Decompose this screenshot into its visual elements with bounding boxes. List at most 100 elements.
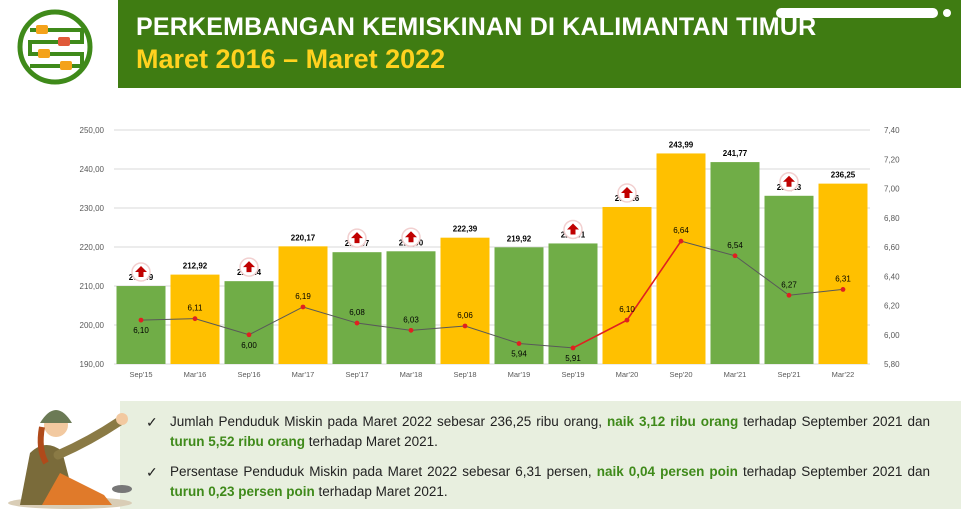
up-arrow-icon xyxy=(405,231,417,243)
up-arrow-icon xyxy=(783,175,795,187)
summary-panel xyxy=(120,401,961,509)
bar xyxy=(602,206,652,364)
bullet-text: Persentase Penduduk Miskin pada Maret 20… xyxy=(170,462,930,502)
bullet-highlight: naik 0,04 persen poin xyxy=(596,464,738,479)
line-point xyxy=(840,287,846,292)
bar-value-label: 220,17 xyxy=(291,233,316,242)
line-segment xyxy=(788,288,844,296)
bar-value-label: 219,92 xyxy=(507,234,532,243)
line-value-label: 6,11 xyxy=(188,304,204,313)
x-tick-label: Sep'20 xyxy=(669,370,692,379)
x-tick-label: Mar'19 xyxy=(508,370,531,379)
line-point xyxy=(786,292,792,298)
line-value-label: 6,54 xyxy=(727,241,743,250)
y-right-tick-label: 6,20 xyxy=(884,302,900,311)
up-arrow-icon xyxy=(567,223,579,235)
bar-value-label: 212,92 xyxy=(183,262,208,271)
decorative-dot xyxy=(943,9,951,17)
line-segment xyxy=(518,343,574,349)
line-point xyxy=(570,345,576,351)
checkmark-icon: ✓ xyxy=(146,414,158,430)
x-tick-label: Mar'16 xyxy=(184,370,207,379)
poverty-logo-icon xyxy=(17,9,93,85)
x-tick-label: Mar'18 xyxy=(400,370,423,379)
line-point xyxy=(354,320,360,326)
line-point xyxy=(300,304,306,310)
bullet-text-post: terhadap Maret 2021. xyxy=(308,434,438,449)
line-point xyxy=(138,317,144,323)
line-value-label: 5,94 xyxy=(511,350,527,359)
person-illustration-icon xyxy=(8,410,132,509)
line-point xyxy=(462,323,468,329)
y-left-tick-label: 190,00 xyxy=(80,360,105,369)
up-arrow-icon xyxy=(351,232,363,244)
bar xyxy=(764,195,814,364)
checkmark-icon: ✓ xyxy=(146,464,158,480)
line-segment xyxy=(194,318,250,336)
y-right-tick-label: 5,80 xyxy=(884,360,900,369)
bullet-highlight: turun 0,23 persen poin xyxy=(170,484,315,499)
y-right-tick-label: 6,00 xyxy=(884,331,900,340)
header: PERKEMBANGAN KEMISKINAN DI KALIMANTAN TI… xyxy=(0,0,961,88)
x-tick-label: Mar'22 xyxy=(832,370,855,379)
bar xyxy=(224,281,274,364)
up-arrow-icon xyxy=(135,266,147,278)
line-segment xyxy=(140,318,196,321)
line-value-label: 6,10 xyxy=(619,305,635,314)
line-value-label: 5,91 xyxy=(565,354,581,363)
bar xyxy=(440,237,490,364)
x-tick-label: Mar'17 xyxy=(292,370,315,379)
line-point xyxy=(678,238,684,244)
bar xyxy=(548,243,598,364)
x-tick-label: Sep'19 xyxy=(561,370,584,379)
bar-value-label: 236,25 xyxy=(831,171,856,180)
legend-label: Persentase (P0) xyxy=(541,387,599,388)
bar xyxy=(710,162,760,364)
bullet-highlight: turun 5,52 ribu orang xyxy=(170,434,306,449)
y-right-tick-label: 6,40 xyxy=(884,272,900,281)
bar xyxy=(332,252,382,364)
bullet-text-post: terhadap Maret 2021. xyxy=(318,484,448,499)
summary-bullet-1: ✓ Jumlah Penduduk Miskin pada Maret 2022… xyxy=(146,412,930,452)
y-left-tick-label: 250,00 xyxy=(80,126,105,135)
y-right-tick-label: 7,40 xyxy=(884,126,900,135)
x-tick-label: Sep'18 xyxy=(453,370,476,379)
line-segment xyxy=(464,325,520,345)
line-point xyxy=(516,341,522,346)
y-left-tick-label: 240,00 xyxy=(80,165,105,174)
bar xyxy=(656,153,706,364)
line-segment xyxy=(410,325,466,331)
x-tick-label: Sep'15 xyxy=(129,370,152,379)
y-right-tick-label: 6,80 xyxy=(884,214,900,223)
bullet-text-mid: terhadap September 2021 dan xyxy=(742,464,930,479)
bar xyxy=(494,247,544,364)
y-left-tick-label: 200,00 xyxy=(80,321,105,330)
line-point xyxy=(192,316,198,322)
bullet-highlight: naik 3,12 ribu orang xyxy=(607,414,739,429)
x-tick-label: Sep'21 xyxy=(777,370,800,379)
line-value-label: 6,10 xyxy=(133,326,149,335)
bullet-text: Jumlah Penduduk Miskin pada Maret 2022 s… xyxy=(170,412,930,452)
line-point xyxy=(408,327,414,333)
legend-label: Penduduk Miskin (Ribu) xyxy=(415,387,500,388)
bar-value-label: 243,99 xyxy=(669,140,694,149)
line-value-label: 6,03 xyxy=(403,315,419,324)
up-arrow-icon xyxy=(621,186,633,198)
line-segment xyxy=(626,240,682,321)
line-value-label: 6,31 xyxy=(835,274,851,283)
line-value-label: 6,27 xyxy=(781,280,797,289)
line-value-label: 6,19 xyxy=(295,292,311,301)
page-title: PERKEMBANGAN KEMISKINAN DI KALIMANTAN TI… xyxy=(136,13,817,41)
x-tick-label: Sep'16 xyxy=(237,370,260,379)
line-segment xyxy=(248,306,304,336)
line-segment xyxy=(680,240,736,257)
bar xyxy=(818,183,868,364)
line-segment xyxy=(356,322,412,331)
y-right-tick-label: 7,20 xyxy=(884,155,900,164)
y-right-tick-label: 6,60 xyxy=(884,243,900,252)
line-value-label: 6,06 xyxy=(457,311,473,320)
line-value-label: 6,08 xyxy=(349,308,365,317)
line-point xyxy=(624,317,630,323)
x-tick-label: Sep'17 xyxy=(345,370,368,379)
y-left-tick-label: 220,00 xyxy=(80,243,105,252)
